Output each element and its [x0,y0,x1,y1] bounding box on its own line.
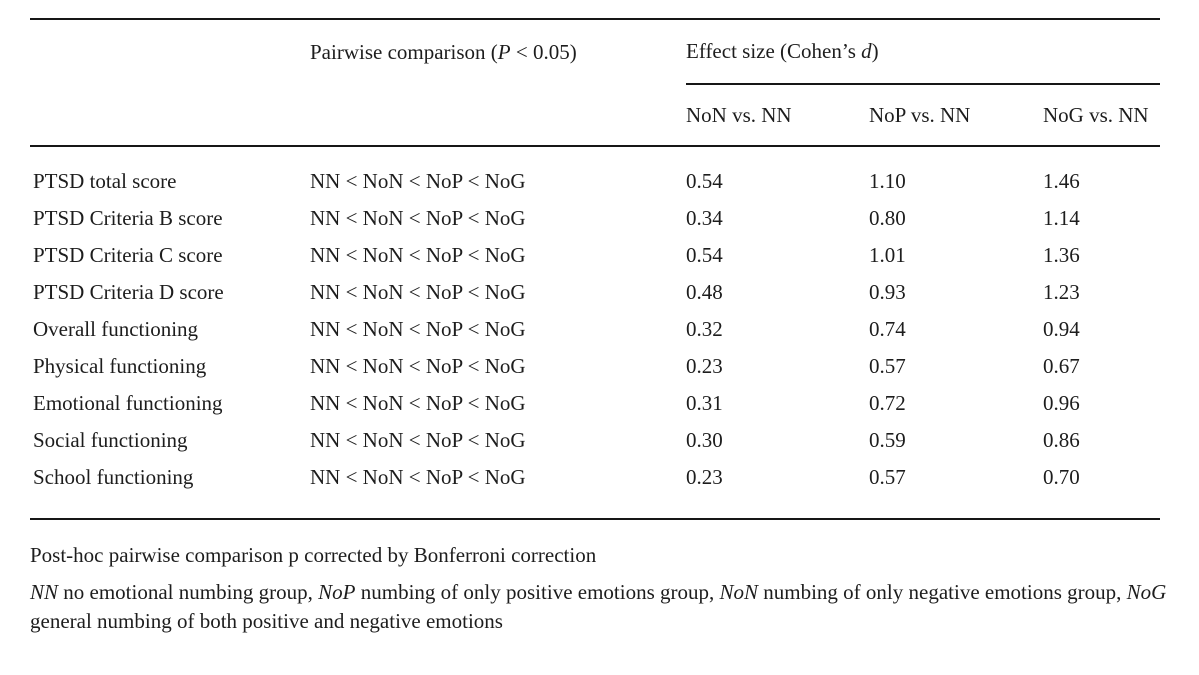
results-table: Pairwise comparison (P < 0.05) Effect si… [30,18,1161,520]
effect-nog-vs-nn-cell: 0.94 [1043,317,1080,341]
effect-non-vs-nn-cell: 0.31 [686,391,723,415]
effect-nog-vs-nn-cell: 1.14 [1043,206,1080,230]
pairwise-comparison-cell: NN < NoN < NoP < NoG [310,391,526,415]
effect-nog-vs-nn-cell: 0.70 [1043,465,1080,489]
pairwise-comparison-cell: NN < NoN < NoP < NoG [310,243,526,267]
pairwise-comparison-cell: NN < NoN < NoP < NoG [310,169,526,193]
pairwise-comparison-cell: NN < NoN < NoP < NoG [310,428,526,452]
table-row: PTSD total score NN < NoN < NoP < NoG 0.54… [30,146,1160,200]
table-row: PTSD Criteria B score NN < NoN < NoP < No… [30,200,1160,237]
table-row: PTSD Criteria D score NN < NoN < NoP < No… [30,274,1160,311]
table-row: Social functioning NN < NoN < NoP < NoG 0.… [30,422,1160,459]
pairwise-comparison-cell: NN < NoN < NoP < NoG [310,317,526,341]
effect-nop-vs-nn-cell: 0.72 [869,391,906,415]
effect-non-vs-nn-cell: 0.48 [686,280,723,304]
row-label-cell: Overall functioning [33,317,199,341]
row-label-cell: PTSD Criteria C score [33,243,223,267]
header-empty-cell [30,84,310,147]
effect-nog-vs-nn-cell: 1.23 [1043,280,1080,304]
group-abbreviation: NN [30,580,59,604]
effect-nog-vs-nn-cell: 1.46 [1043,169,1080,193]
effect-nop-vs-nn-cell: 0.59 [869,428,906,452]
effect-non-vs-nn-cell: 0.30 [686,428,723,452]
effect-nop-vs-nn-cell: 0.57 [869,354,906,378]
pairwise-header-p-italic: P [497,39,511,64]
effect-nop-vs-nn-cell: 1.01 [869,243,906,267]
header-row-subcolumns: NoN vs. NN NoP vs. NN NoG vs. NN [30,84,1161,147]
group-abbreviation: NoN [719,580,759,604]
row-label-cell: Social functioning [33,428,188,452]
row-label-cell: Physical functioning [33,354,207,378]
footnote-text-segment: numbing of only positive emotions group, [355,580,720,604]
header-effect-size-group: Effect size (Cohen’s d) [686,19,1161,85]
row-label-cell: PTSD Criteria B score [33,206,223,230]
effect-nog-vs-nn-cell: 0.67 [1043,354,1080,378]
footnote-bonferroni: Post-hoc pairwise comparison p corrected… [30,543,597,567]
row-label-cell: PTSD Criteria D score [33,280,224,304]
effect-non-vs-nn-cell: 0.54 [686,243,723,267]
table-header: Pairwise comparison (P < 0.05) Effect si… [30,19,1161,147]
table-row: Overall functioning NN < NoN < NoP < NoG 0… [30,311,1160,348]
effect-size-header-close: ) [871,39,879,63]
pairwise-comparison-cell: NN < NoN < NoP < NoG [310,465,526,489]
header-empty-cell [310,84,686,147]
header-non-vs-nn: NoN vs. NN [686,84,869,147]
effect-non-vs-nn-cell: 0.23 [686,465,723,489]
row-label-cell: Emotional functioning [33,391,223,415]
header-row-groups: Pairwise comparison (P < 0.05) Effect si… [30,19,1161,85]
paper-table-figure: Pairwise comparison (P < 0.05) Effect si… [30,18,1170,636]
header-nop-vs-nn: NoP vs. NN [869,84,1043,147]
pairwise-comparison-cell: NN < NoN < NoP < NoG [310,206,526,230]
effect-nog-vs-nn-cell: 1.36 [1043,243,1080,267]
row-label-cell: School functioning [33,465,194,489]
pairwise-comparison-cell: NN < NoN < NoP < NoG [310,354,526,378]
header-empty-cell [30,19,310,84]
effect-nog-vs-nn-cell: 0.96 [1043,391,1080,415]
footnote-text-segment: no emotional numbing group, [58,580,319,604]
effect-non-vs-nn-cell: 0.32 [686,317,723,341]
pairwise-comparison-cell: NN < NoN < NoP < NoG [310,280,526,304]
header-nog-vs-nn: NoG vs. NN [1043,84,1161,147]
effect-nop-vs-nn-cell: 0.57 [869,465,906,489]
effect-nop-vs-nn-cell: 0.93 [869,280,906,304]
effect-nop-vs-nn-cell: 1.10 [869,169,906,193]
table-row: Emotional functioning NN < NoN < NoP < No… [30,385,1160,422]
effect-non-vs-nn-cell: 0.34 [686,206,723,230]
effect-non-vs-nn-cell: 0.23 [686,354,723,378]
group-abbreviation: NoP [318,580,356,604]
effect-nop-vs-nn-cell: 0.74 [869,317,906,341]
effect-non-vs-nn-cell: 0.54 [686,169,723,193]
pairwise-header-threshold: < 0.05) [510,39,577,64]
row-label-cell: PTSD total score [33,169,177,193]
table-row: School functioning NN < NoN < NoP < NoG 0.… [30,459,1160,519]
table-footnotes: Post-hoc pairwise comparison p corrected… [30,542,1170,636]
table-row: Physical functioning NN < NoN < NoP < NoG… [30,348,1160,385]
footnote-text-segment: general numbing of both positive and neg… [30,609,503,633]
effect-size-header-text: Effect size (Cohen’s [686,39,862,63]
table-body: PTSD total score NN < NoN < NoP < NoG 0.54… [30,146,1160,519]
effect-nop-vs-nn-cell: 0.80 [869,206,906,230]
group-abbreviation: NoG [1126,580,1167,604]
footnote-text-segment: numbing of only negative emotions group, [758,580,1127,604]
footnote-group-definitions: NN no emotional numbing group, NoP numbi… [30,578,1170,636]
pairwise-header-text: Pairwise comparison ( [310,39,498,64]
effect-nog-vs-nn-cell: 0.86 [1043,428,1080,452]
header-pairwise-comparison: Pairwise comparison (P < 0.05) [310,19,686,84]
table-row: PTSD Criteria C score NN < NoN < NoP < No… [30,237,1160,274]
effect-size-header-d-italic: d [861,39,872,63]
